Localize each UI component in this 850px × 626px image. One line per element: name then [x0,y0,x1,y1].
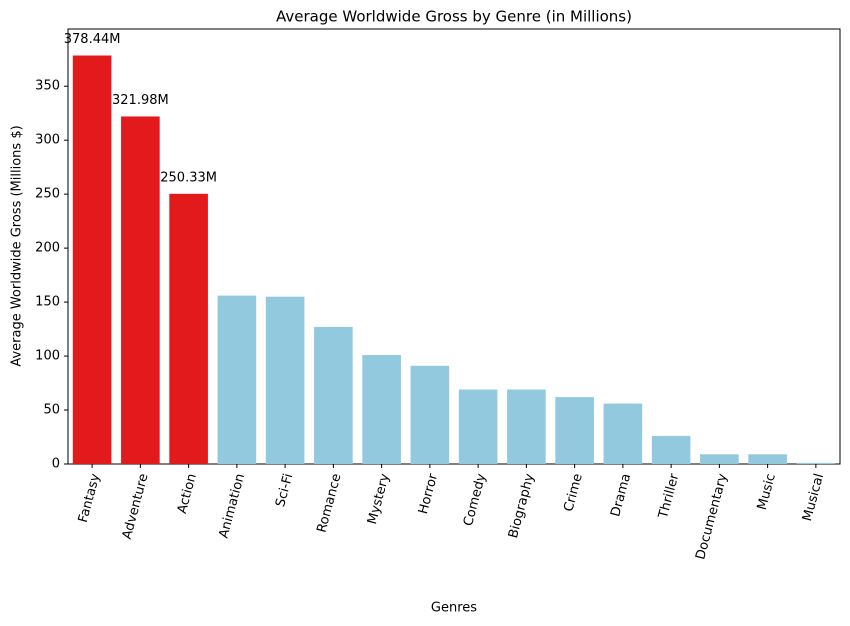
y-tick-label: 150 [35,295,60,310]
value-label: 321.98M [112,93,169,108]
x-tick-label: Drama [608,472,634,518]
bar [169,193,208,465]
x-axis-label: Genres [431,601,477,616]
bar [410,365,450,464]
x-tick-label: Animation [216,472,248,540]
y-tick-label: 250 [35,187,60,202]
x-tick-label: Adventure [120,472,152,541]
x-tick-label: Biography [506,472,538,540]
bar [314,326,353,464]
x-tick-label: Horror [416,471,441,515]
chart-title: Average Worldwide Gross by Genre (in Mil… [276,8,632,26]
bar [121,116,160,465]
bar [217,295,257,464]
y-tick-label: 350 [35,79,60,94]
plot-frame [67,28,841,465]
x-tick-label: Music [755,472,779,512]
bar [651,435,691,464]
y-tick-label: 300 [35,133,60,148]
value-label: 378.44M [64,32,121,47]
value-label: 250.33M [160,170,217,185]
x-tick-label: Documentary [693,472,730,562]
x-tick-label: Comedy [461,472,489,528]
bar [748,454,787,464]
bar [603,403,643,464]
x-tick-label: Action [175,472,200,515]
y-tick-label: 200 [35,241,60,256]
x-tick-label: Musical [800,472,827,523]
y-tick-label: 100 [35,349,60,364]
x-tick-label: Crime [561,472,586,513]
bar [72,55,112,465]
x-tick-label: Mystery [365,472,393,526]
bar [700,454,739,464]
bar [555,397,594,464]
x-tick-label: Fantasy [76,472,104,524]
y-axis-label: Average Worldwide Gross (Millions $) [10,125,25,366]
bar [796,462,836,464]
y-tick-label: 50 [43,403,60,418]
x-tick-label: Romance [314,472,344,534]
bar [265,296,305,464]
x-tick-label: Sci-Fi [273,472,296,509]
y-tick-label: 0 [52,457,60,472]
bar [507,389,546,464]
bar [362,354,401,464]
x-tick-label: Thriller [656,471,683,521]
bar [458,389,498,464]
